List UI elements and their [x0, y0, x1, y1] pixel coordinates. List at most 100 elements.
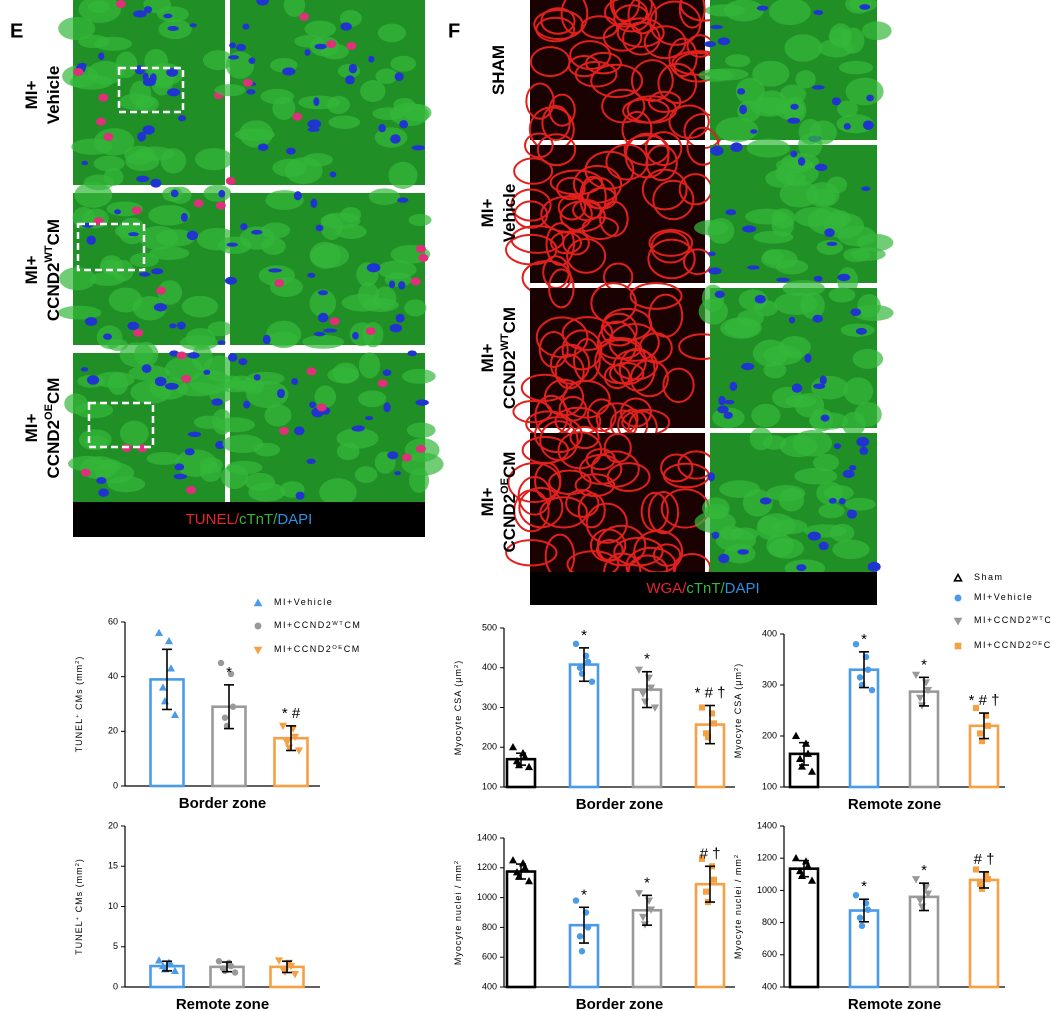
data-point: [520, 863, 530, 871]
fiber: [402, 368, 436, 384]
text-part: CCND2: [500, 494, 519, 553]
data-point: [520, 752, 530, 761]
bar: [908, 895, 940, 989]
cell-border: [536, 133, 577, 167]
significance-label: *: [644, 874, 650, 891]
nucleus: [143, 6, 153, 14]
nucleus: [741, 362, 755, 371]
cell-border: [565, 489, 600, 518]
fiber: [185, 327, 216, 349]
error-bar: [579, 906, 589, 944]
fiber: [377, 260, 417, 280]
nucleus: [811, 85, 825, 90]
cell-border: [600, 312, 638, 347]
fiber: [71, 138, 113, 155]
nucleus: [166, 68, 179, 77]
fiber: [368, 188, 401, 206]
fiber: [85, 435, 108, 449]
text-part: /: [721, 580, 726, 597]
fiber: [194, 148, 233, 171]
text-part: TUNEL: [186, 511, 235, 528]
fiber: [853, 304, 894, 321]
tunel-nucleus: [365, 327, 376, 336]
tunel-nucleus: [80, 468, 91, 477]
fiber: [320, 43, 349, 60]
error-bar: [516, 752, 526, 766]
nucleus: [411, 145, 426, 151]
cell-border: [513, 157, 554, 185]
tunel-nucleus: [181, 374, 192, 383]
stain-bar: [530, 572, 877, 605]
cell-border: [609, 0, 641, 22]
data-point: [911, 671, 921, 680]
y-axis-title: Myocyte nuclei / mm2: [453, 860, 463, 965]
cell-border: [622, 21, 661, 56]
text-part: ): [453, 660, 463, 664]
fiber: [408, 213, 432, 227]
row-label: SHAM: [489, 45, 508, 95]
cell-border: [648, 293, 684, 338]
text-part: MI+CCND2: [274, 620, 332, 630]
legend-marker: [953, 617, 963, 626]
superscript: +: [75, 916, 81, 920]
fiber: [746, 138, 790, 158]
tunel-nucleus: [306, 367, 317, 376]
cell-border: [668, 37, 698, 78]
data-point: [166, 664, 176, 672]
nucleus: [229, 42, 237, 49]
stain-legend: WGA/cTnT/DAPI: [646, 580, 759, 597]
data-point: [584, 924, 592, 931]
text-part: cTnT: [239, 511, 273, 528]
y-tick-label: 5: [113, 941, 118, 951]
micrograph: [217, 188, 432, 349]
cell-border: [540, 195, 593, 233]
cell-border: [648, 228, 694, 257]
nucleus: [856, 436, 870, 447]
cell-border: [603, 364, 631, 390]
error-bar: [222, 961, 232, 973]
fiber: [715, 117, 759, 143]
y-tick-label: 15: [108, 861, 118, 871]
text-part: WGA: [646, 580, 682, 597]
y-tick-label: 10: [108, 901, 118, 911]
data-point: [807, 767, 817, 775]
fiber: [114, 223, 141, 239]
fiber: [698, 298, 729, 325]
nucleus: [729, 381, 738, 391]
error-bar: [799, 741, 809, 766]
x-axis-title: Border zone: [179, 795, 267, 812]
nucleus: [307, 272, 316, 278]
nucleus: [397, 197, 409, 203]
cell-border: [545, 222, 575, 267]
text-part: TUNEL: [74, 920, 84, 955]
y-tick-label: 100: [762, 781, 777, 791]
text-part: CM: [344, 620, 361, 630]
nucleus: [399, 120, 409, 129]
cell-border: [652, 179, 695, 221]
fiber: [58, 267, 96, 291]
data-point: [856, 674, 864, 681]
fiber: [146, 451, 181, 466]
fiber: [302, 334, 345, 349]
y-axis-label: Myocyte CSA (μm2): [453, 660, 463, 755]
nucleus: [315, 224, 324, 232]
nucleus: [142, 125, 155, 135]
nucleus: [395, 313, 405, 323]
fiber: [99, 259, 122, 274]
nucleus: [236, 43, 247, 52]
nucleus: [364, 416, 374, 421]
fiber: [843, 377, 874, 405]
text-part: MI+: [478, 199, 497, 228]
nucleus: [814, 163, 828, 172]
cell-border: [622, 98, 670, 124]
data-point: [923, 890, 933, 898]
fiber: [138, 225, 179, 250]
cell-border: [603, 0, 648, 28]
tunel-nucleus: [73, 67, 84, 76]
data-point: [646, 684, 656, 692]
cell-border: [652, 543, 682, 567]
nucleus: [754, 294, 766, 304]
data-point: [231, 969, 239, 976]
data-point: [290, 733, 300, 742]
text-part: Myocyte CSA (μm: [453, 668, 463, 755]
